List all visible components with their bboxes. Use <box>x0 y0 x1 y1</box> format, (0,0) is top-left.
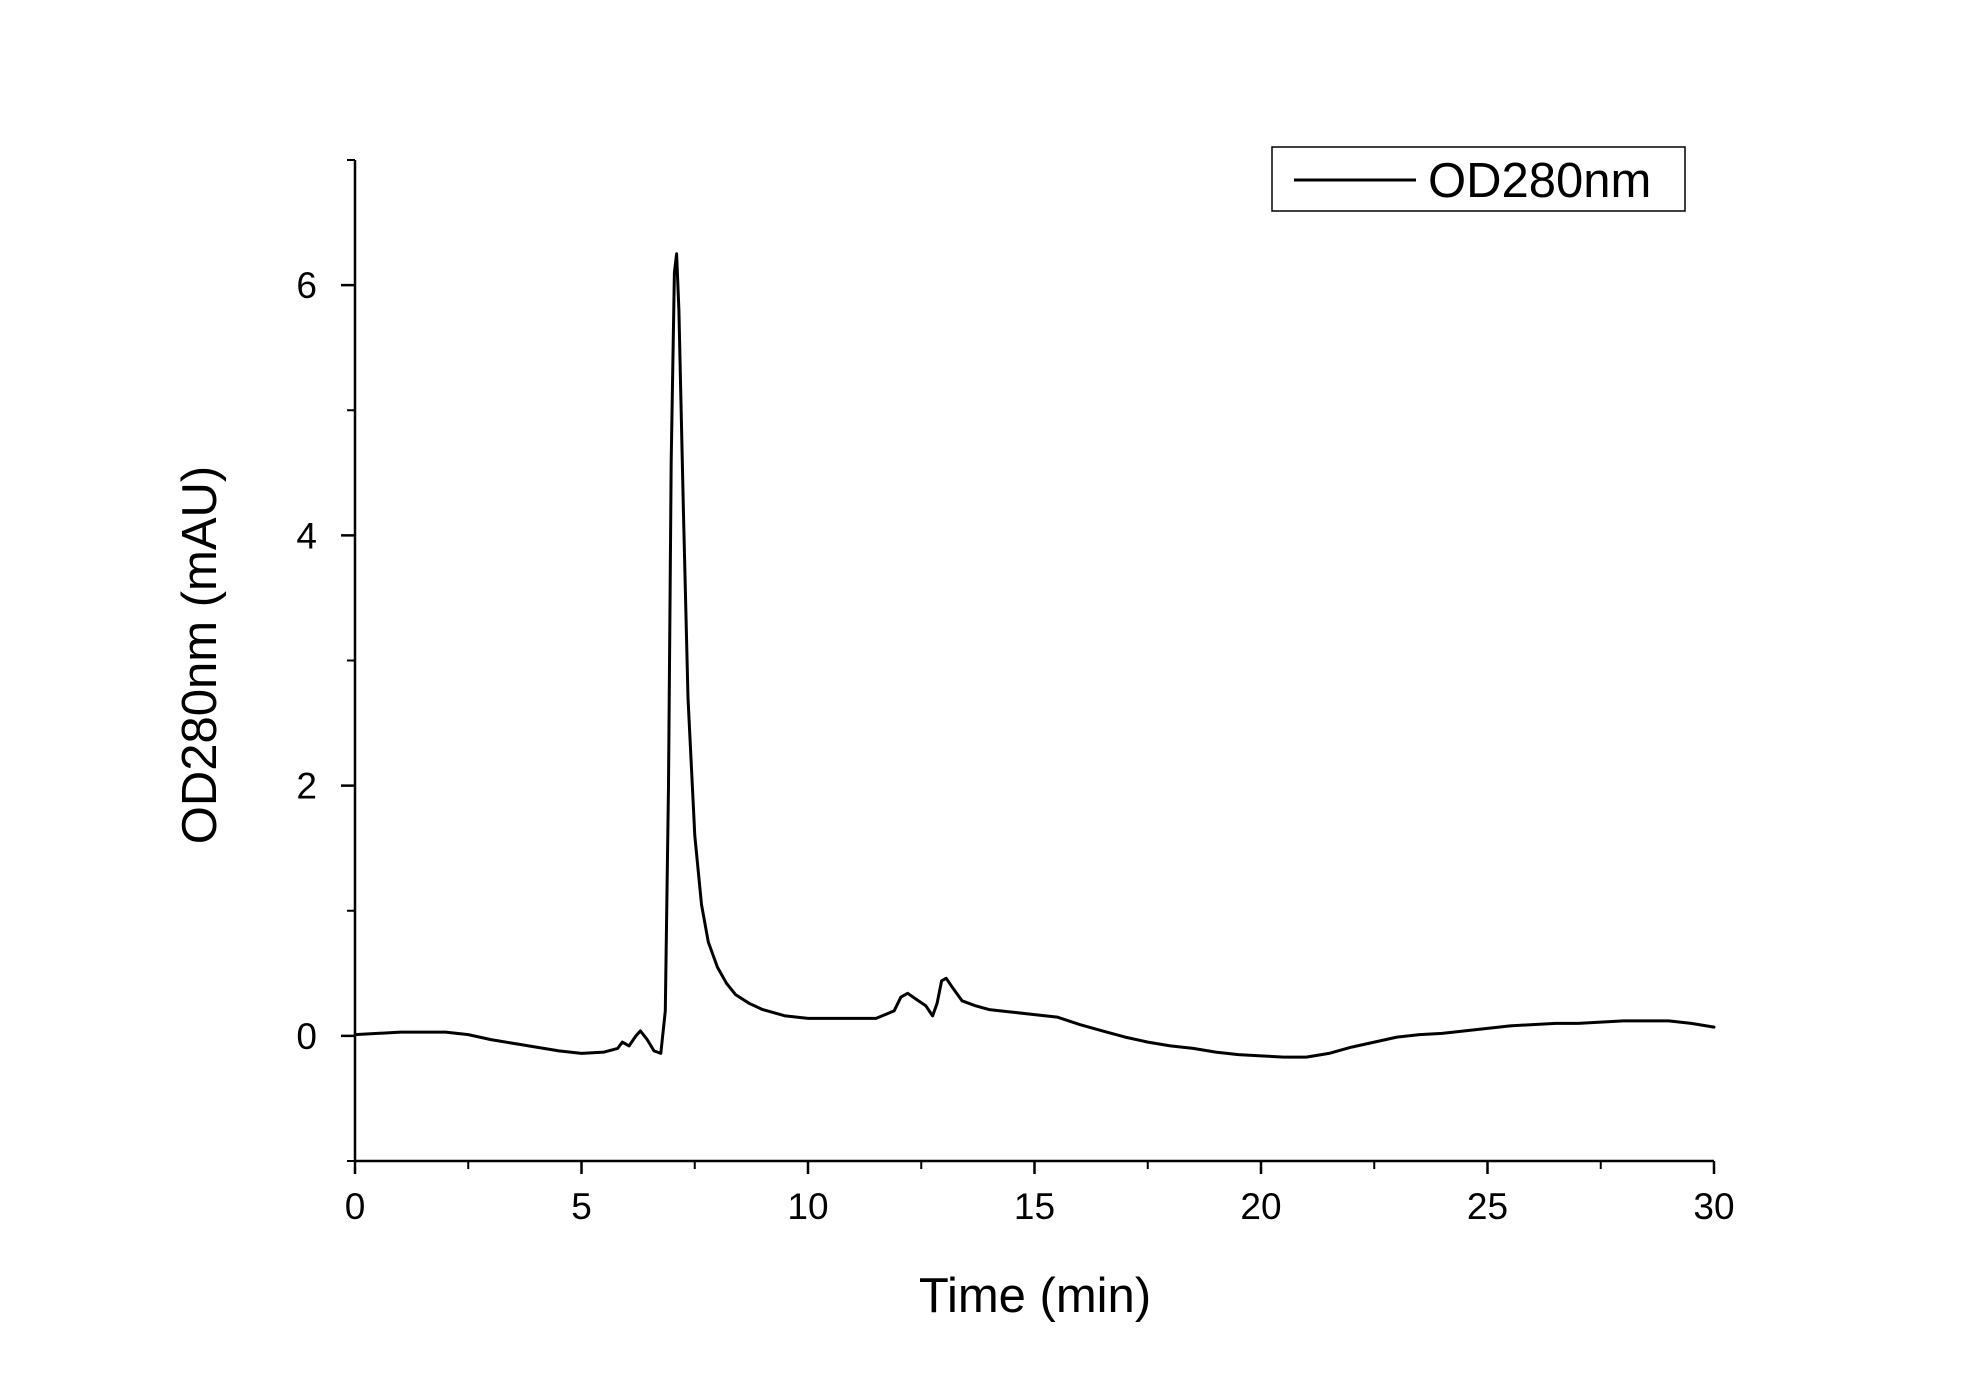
x-tick-label: 5 <box>571 1186 592 1227</box>
x-tick-label: 15 <box>1014 1186 1055 1227</box>
axes <box>353 160 1714 1163</box>
x-tick-label: 20 <box>1240 1186 1281 1227</box>
ticks <box>341 159 1716 1174</box>
x-tick-label: 0 <box>345 1186 366 1227</box>
x-axis-title: Time (min) <box>919 1269 1151 1323</box>
y-tick-label: 6 <box>296 265 317 306</box>
legend: OD280nm <box>1271 146 1686 212</box>
series-layer <box>353 252 1716 1059</box>
series-line-od280nm <box>353 252 1716 1059</box>
x-tick-label: 10 <box>787 1186 828 1227</box>
y-axis-title: OD280nm (mAU) <box>173 466 227 844</box>
tick-labels: 0 5 10 15 20 25 30 0 2 4 6 <box>296 265 1734 1227</box>
y-tick-label: 2 <box>296 766 317 807</box>
y-tick-label: 4 <box>296 515 317 556</box>
y-tick-label: 0 <box>296 1016 317 1057</box>
legend-label-od280nm: OD280nm <box>1428 154 1651 208</box>
x-tick-label: 30 <box>1693 1186 1734 1227</box>
x-tick-label: 25 <box>1467 1186 1508 1227</box>
